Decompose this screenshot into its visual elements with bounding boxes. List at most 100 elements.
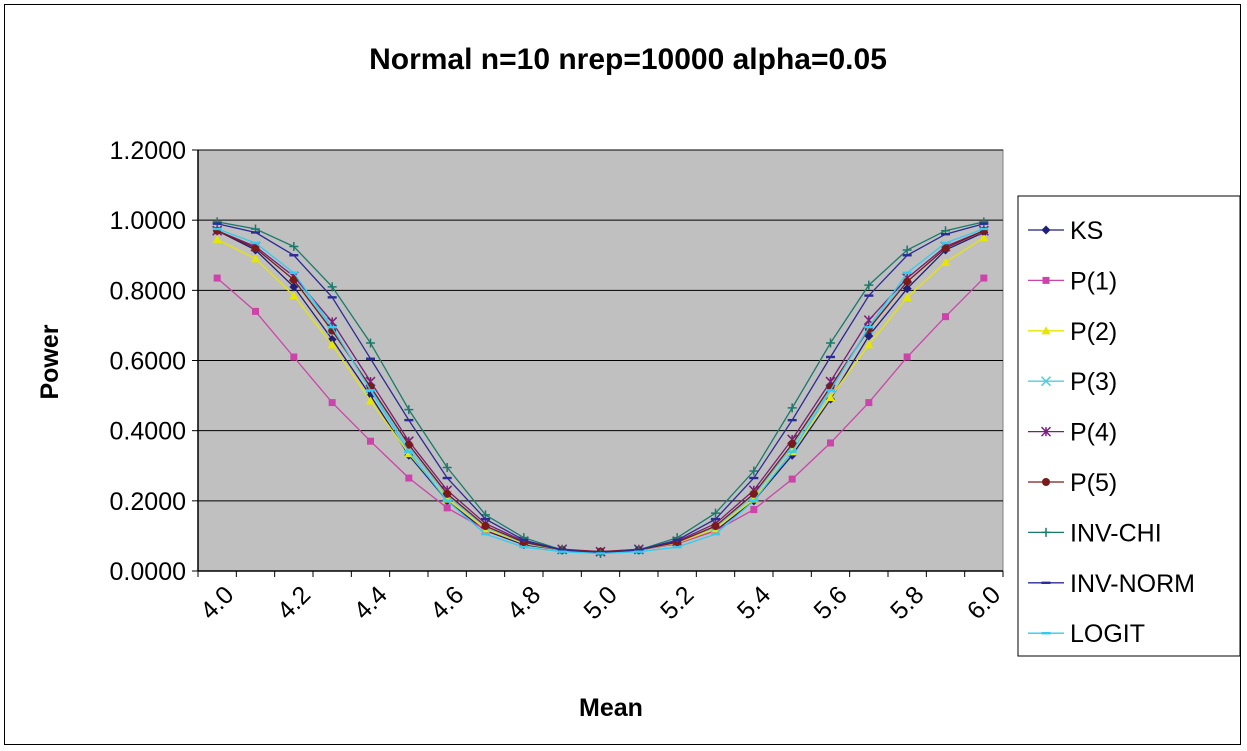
data-point	[289, 275, 298, 284]
data-point	[404, 418, 414, 422]
data-point	[634, 548, 644, 552]
data-point	[481, 517, 490, 521]
legend-label: P(4)	[1070, 419, 1117, 447]
data-point	[788, 439, 797, 448]
data-point	[903, 277, 912, 286]
data-point	[902, 254, 912, 257]
data-point	[941, 233, 950, 236]
x-tick-label: 4.8	[502, 581, 546, 625]
data-point	[443, 489, 452, 498]
data-point	[787, 450, 797, 453]
data-point	[481, 532, 490, 536]
legend-item-p-1: P(1)	[1028, 267, 1117, 295]
legend-marker	[1041, 581, 1051, 584]
legend-label: P(5)	[1070, 469, 1117, 497]
data-point	[366, 338, 375, 348]
data-point	[366, 357, 375, 360]
x-axis-ticks: 4.0 4.2 4.4 4.6 4.8 5.0 5.2 5.4 5.6 5.8 6.0	[195, 571, 1006, 625]
data-point	[557, 548, 567, 552]
data-point	[327, 340, 337, 349]
data-point	[711, 522, 720, 531]
data-point	[289, 271, 299, 274]
data-point	[864, 325, 874, 329]
data-point	[979, 217, 989, 227]
legend-item-p-3: P(3)	[1028, 368, 1117, 396]
chart-title: Normal n=10 nrep=10000 alpha=0.05	[369, 43, 887, 76]
y-tick-label: 1.0000	[110, 207, 186, 235]
legend-label: INV-NORM	[1070, 570, 1195, 598]
data-point	[212, 227, 222, 231]
legend-item-p-4: P(4)	[1028, 419, 1117, 447]
data-point	[289, 254, 299, 257]
data-point	[251, 254, 260, 263]
x-tick-label: 4.6	[425, 581, 469, 625]
data-point	[826, 389, 835, 392]
x-tick-label: 4.0	[195, 581, 239, 625]
data-point	[787, 418, 797, 422]
data-point	[864, 340, 874, 349]
legend-label: P(1)	[1070, 267, 1117, 295]
data-point	[557, 550, 567, 553]
legend-item-inv-chi: INV-CHI	[1028, 519, 1162, 547]
legend-marker	[1041, 632, 1051, 635]
data-point	[366, 389, 375, 392]
legend-label: LOGIT	[1070, 620, 1145, 648]
legend-marker	[1040, 426, 1052, 437]
y-tick-label: 0.8000	[110, 277, 186, 305]
data-point	[634, 550, 644, 553]
data-point	[404, 450, 414, 453]
data-point	[251, 231, 260, 234]
y-tick-label: 0.2000	[110, 488, 186, 516]
x-tick-label: 5.0	[578, 581, 622, 625]
data-point	[290, 353, 298, 361]
data-point	[519, 538, 529, 542]
x-tick-label: 5.6	[808, 581, 852, 625]
data-point	[212, 217, 222, 227]
data-point	[979, 222, 989, 225]
data-point	[405, 474, 413, 482]
data-point	[212, 222, 222, 225]
legend-item-ks: KS	[1028, 217, 1103, 245]
data-point	[826, 382, 835, 391]
data-point	[902, 271, 912, 274]
data-point	[826, 355, 835, 359]
data-point	[404, 405, 414, 415]
x-tick-label: 4.2	[272, 581, 316, 625]
data-point	[979, 233, 989, 242]
legend-label: P(3)	[1070, 368, 1117, 396]
x-tick-label: 6.0	[962, 581, 1006, 625]
data-point	[711, 508, 720, 518]
data-point	[826, 392, 835, 401]
legend-label: INV-CHI	[1070, 519, 1162, 547]
data-point	[865, 399, 873, 407]
data-point	[252, 307, 259, 315]
data-point	[328, 399, 336, 407]
y-tick-label: 0.0000	[110, 558, 186, 586]
data-point	[980, 274, 988, 282]
legend-label: P(2)	[1070, 318, 1117, 346]
data-point	[519, 545, 529, 549]
legend-item-logit: LOGIT	[1028, 620, 1145, 648]
data-point	[787, 403, 797, 413]
data-point	[788, 475, 796, 483]
data-point	[941, 244, 950, 253]
y-tick-label: 0.6000	[110, 348, 186, 376]
data-point	[672, 538, 682, 542]
data-point	[212, 234, 222, 244]
data-point	[251, 241, 260, 245]
data-point	[711, 532, 720, 536]
data-point	[442, 476, 452, 480]
x-axis-title: Mean	[579, 694, 643, 722]
data-point	[213, 274, 221, 282]
series-lines	[212, 217, 989, 558]
series-logit	[212, 227, 989, 555]
legend: KS P(1) P(2) P(3) P(4) P(5) INV-CHI INV-NORM LOG…	[1017, 195, 1241, 657]
legend-marker	[1041, 225, 1051, 235]
data-point	[672, 545, 682, 549]
x-tick-label: 5.2	[655, 581, 699, 625]
data-point	[366, 396, 375, 405]
legend-marker	[1040, 376, 1052, 387]
data-point	[864, 294, 874, 297]
data-point	[481, 522, 490, 531]
